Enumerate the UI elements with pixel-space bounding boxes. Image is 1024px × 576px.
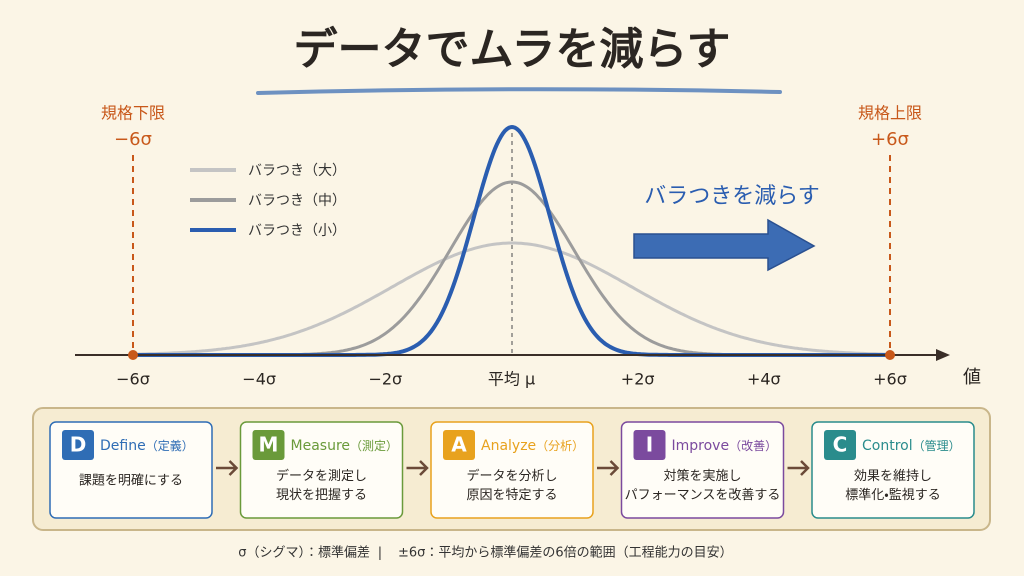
step-letter: D xyxy=(70,433,87,457)
step-name-jp: （測定） xyxy=(350,439,398,453)
spec-lower-dot xyxy=(128,350,138,360)
spec-lower-label: 規格下限 xyxy=(101,104,165,123)
step-name-jp: （分析） xyxy=(536,439,584,453)
step-name-jp: （管理） xyxy=(913,438,961,453)
bell-curve xyxy=(133,241,889,356)
x-tick-label: 平均 μ xyxy=(488,370,535,389)
step-name-en: Measure xyxy=(291,438,351,454)
legend-label: バラつき（大） xyxy=(248,163,346,179)
reduce-arrow xyxy=(633,218,816,272)
step-name-jp: （改善） xyxy=(729,438,777,453)
step-arrow xyxy=(597,460,620,476)
dmaic-steps: D Define（定義） 課題を明確にする M Measure（測定） データを測定し現状… xyxy=(49,421,975,519)
step-letter-box xyxy=(62,430,94,460)
step-name: Measure（測定） xyxy=(291,438,399,454)
x-tick-label: +4σ xyxy=(747,370,781,389)
step-name: Improve（改善） xyxy=(672,438,778,455)
footnote-right: ±6σ：平均から標準偏差の6倍の範囲（工程能力の目安） xyxy=(398,545,733,561)
arrow-label: バラつきを減らす xyxy=(644,184,820,209)
step-letter: I xyxy=(646,433,653,457)
spec-upper-label: 規格上限 xyxy=(858,104,922,123)
step-letter-box xyxy=(443,430,475,460)
legend-label: バラつき（小） xyxy=(248,223,346,239)
axis-arrow xyxy=(936,349,950,361)
x-tick-label: +2σ xyxy=(621,370,655,389)
step-name-en: Analyze xyxy=(481,438,536,454)
step-letter-box xyxy=(252,430,285,460)
step-letter: A xyxy=(451,433,467,457)
step-name-jp: （定義） xyxy=(146,438,194,453)
step-name-en: Improve xyxy=(672,438,730,454)
step-description: 標準化・監視する xyxy=(845,487,940,503)
footnote-left: σ（シグマ）：標準偏差 xyxy=(238,545,370,561)
spec-lower-value: −6σ xyxy=(114,129,152,150)
step-name: Control（管理） xyxy=(862,438,961,455)
step-description: 原因を特定する xyxy=(466,488,557,503)
spec-upper-value: +6σ xyxy=(871,129,909,150)
step-name-en: Control xyxy=(862,438,913,454)
title: データでムラを減らす xyxy=(294,24,731,75)
step-letter-box xyxy=(633,430,666,460)
step-description: データを測定し xyxy=(276,468,367,484)
step-letter: M xyxy=(259,433,279,457)
step-letter: C xyxy=(833,433,848,457)
step-name-en: Define xyxy=(100,438,146,454)
x-tick-label: +6σ xyxy=(873,370,907,389)
x-tick-label: −2σ xyxy=(368,370,402,389)
step-description: 課題を明確にする xyxy=(79,473,183,489)
step-description: 効果を維持し xyxy=(854,469,932,484)
step-description: データを分析し xyxy=(466,468,557,484)
step-arrow xyxy=(216,460,239,476)
step-description: 現状を把握する xyxy=(276,488,367,503)
step-letter-box xyxy=(824,430,856,460)
title-underline xyxy=(256,87,782,95)
step-arrow xyxy=(406,460,429,476)
footnote-separator: | xyxy=(378,546,382,561)
x-tick-label: −4σ xyxy=(242,370,276,389)
step-description: 対策を実施し xyxy=(663,468,741,484)
legend-label: バラつき（中） xyxy=(248,193,346,209)
step-name: Analyze（分析） xyxy=(481,438,584,454)
step-description: パフォーマンスを改善する xyxy=(625,488,781,503)
x-tick-label: −6σ xyxy=(116,370,150,389)
step-arrow xyxy=(787,460,810,476)
step-name: Define（定義） xyxy=(100,438,194,455)
spec-upper-dot xyxy=(885,350,895,360)
axis-label: 値 xyxy=(963,367,981,388)
